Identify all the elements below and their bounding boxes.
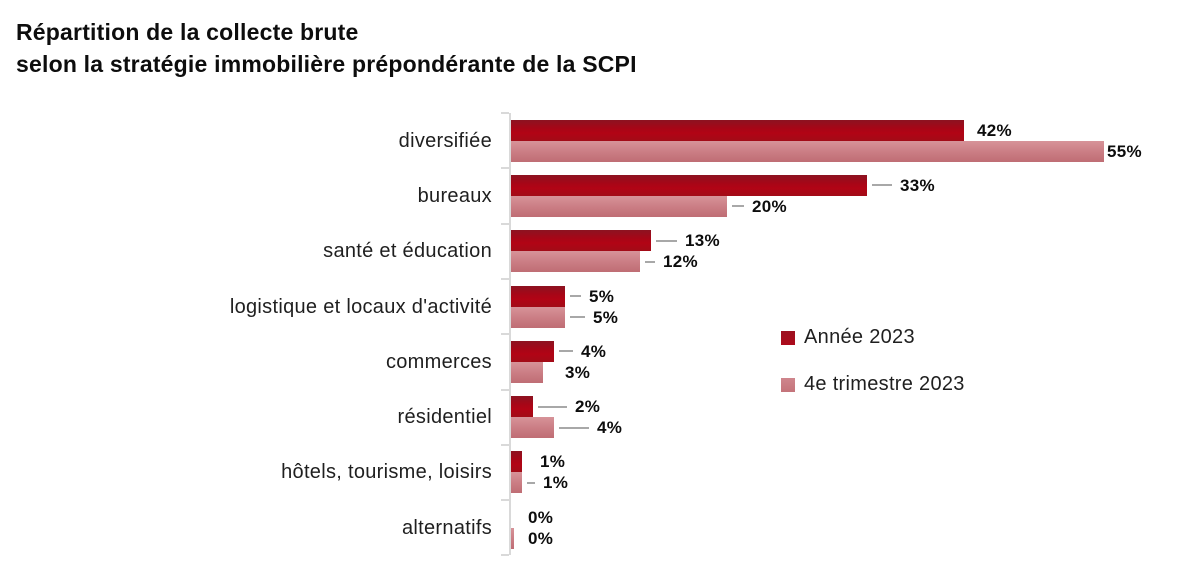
bar-annee2023-6 [511,451,522,473]
value-label-4-0: 4% [581,341,607,361]
y-axis-tick [501,333,509,336]
bar-4etrim2023-0 [511,140,1104,162]
y-axis-tick [501,554,509,557]
value-label-0-1: 55% [1107,141,1142,161]
bar-annee2023-0 [511,119,964,141]
category-label-3: logistique et locaux d'activité [229,295,492,318]
bar-4etrim2023-2 [511,251,641,273]
bar-4etrim2023-4 [511,361,544,383]
bar-4etrim2023-1 [511,195,727,217]
y-axis-tick [501,443,509,446]
y-axis-tick [501,112,509,114]
category-label-7: alternatifs [401,516,492,539]
category-label-5: résidentiel [397,406,492,429]
chart-title-line2: selon la stratégie immobilière prépondér… [16,51,637,77]
value-label-7-1: 0% [528,528,554,548]
leader-line-1-1 [731,205,744,208]
y-axis-tick [501,388,509,391]
value-label-3-1: 5% [593,307,619,327]
value-label-7-0: 0% [528,507,554,527]
category-label-2: santé et éducation [323,240,492,263]
legend-swatch-4e-trimestre-2023 [781,377,795,392]
chart-title-line1: Répartition de la collecte brute [16,19,359,45]
y-axis-tick [501,222,509,225]
bar-annee2023-5 [511,396,533,418]
category-label-0: diversifiée [398,129,492,152]
value-label-1-1: 20% [752,196,787,216]
leader-line-4-0 [559,350,573,353]
category-label-6: hôtels, tourisme, loisirs [281,461,492,484]
bar-4etrim2023-6 [511,472,522,494]
leader-line-6-1 [526,481,535,484]
category-label-1: bureaux [417,184,492,207]
chart-title: Répartition de la collecte brute selon l… [16,16,637,80]
leader-line-5-1 [559,426,589,429]
legend-swatch-annee-2023 [781,330,795,345]
bar-annee2023-4 [511,340,555,362]
value-label-0-0: 42% [977,120,1012,140]
y-axis-tick [501,277,509,280]
value-label-3-0: 5% [589,286,615,306]
value-label-2-0: 13% [685,231,720,251]
value-label-1-0: 33% [900,175,935,195]
leader-line-2-1 [645,260,655,263]
leader-line-5-0 [537,405,567,408]
y-axis-line [509,113,511,556]
bar-annee2023-1 [511,174,867,196]
leader-line-3-0 [569,295,581,298]
legend-label-4e-trimestre-2023: 4e trimestre 2023 [804,373,965,395]
legend-item-annee-2023: Année 2023 [781,326,965,349]
value-label-4-1: 3% [565,362,591,382]
bar-4etrim2023-7 [511,527,514,549]
leader-line-3-1 [569,316,585,319]
value-label-5-0: 2% [575,397,601,417]
legend-label-annee-2023: Année 2023 [804,326,915,348]
y-axis-tick [501,499,509,502]
category-label-4: commerces [385,350,492,373]
value-label-5-1: 4% [597,418,623,438]
value-label-6-1: 1% [543,473,569,493]
bar-4etrim2023-3 [511,306,565,328]
value-label-6-0: 1% [540,452,566,472]
y-axis-tick [501,167,509,170]
bar-4etrim2023-5 [511,417,555,439]
bar-annee2023-2 [511,230,652,252]
leader-line-1-0 [871,184,892,187]
legend-item-4e-trimestre-2023: 4e trimestre 2023 [781,373,965,396]
legend: Année 2023 4e trimestre 2023 [781,326,965,396]
bar-annee2023-3 [511,285,565,307]
value-label-2-1: 12% [663,252,698,272]
leader-line-2-0 [656,239,677,242]
